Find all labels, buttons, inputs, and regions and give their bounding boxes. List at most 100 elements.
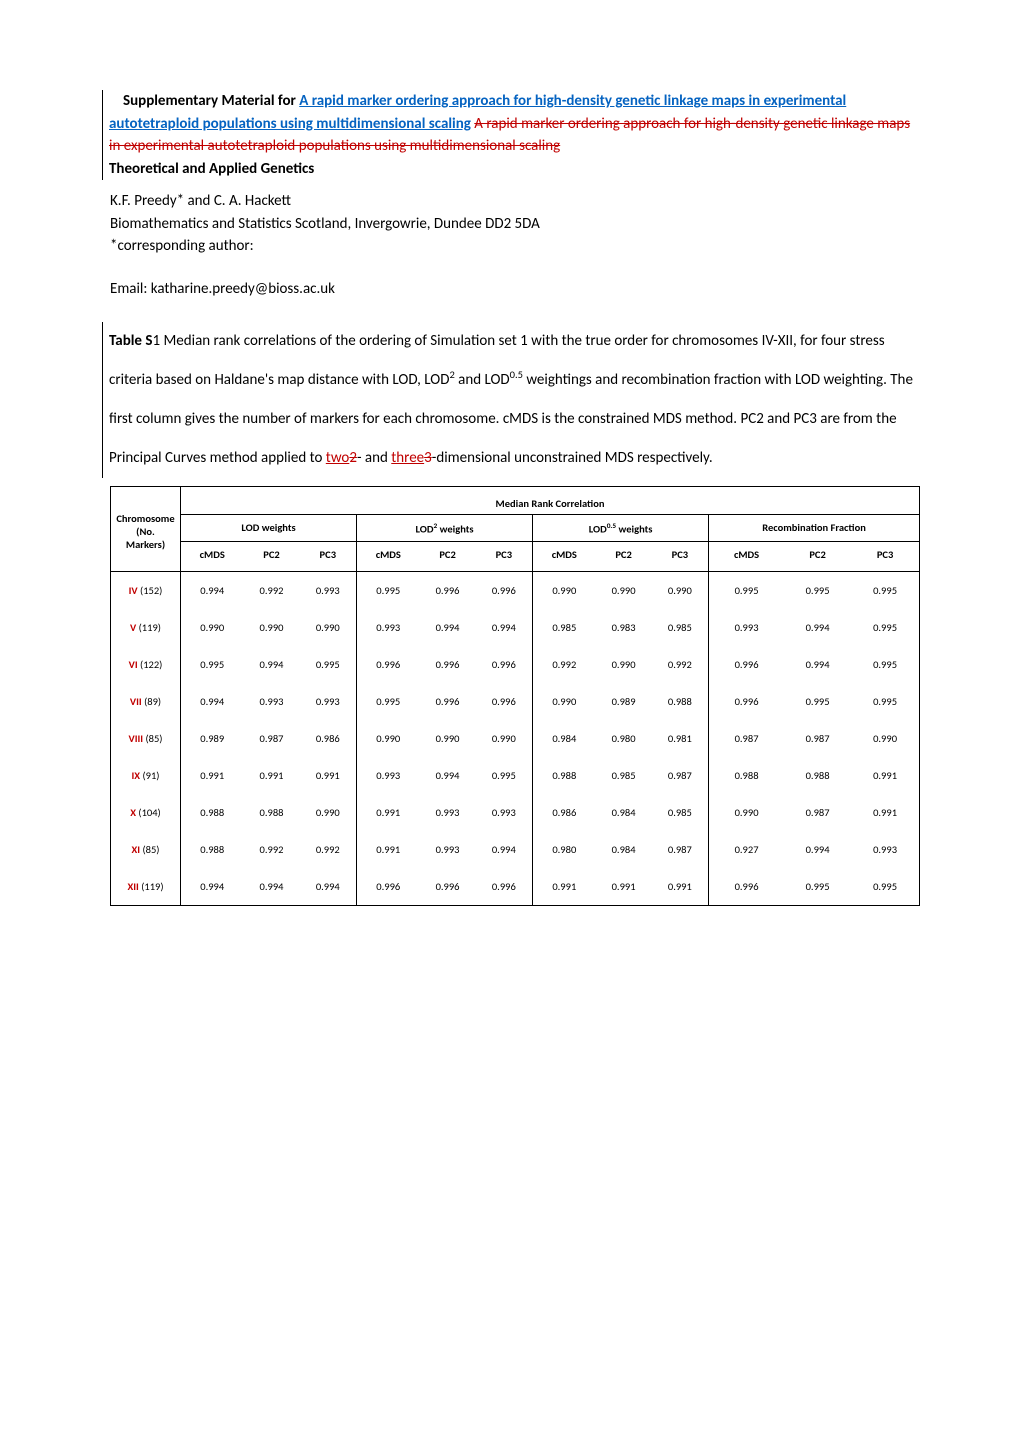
value-cell: 0.985 — [533, 609, 596, 646]
value-cell: 0.990 — [652, 572, 709, 610]
subcol-cmds: cMDS — [357, 542, 420, 572]
value-cell: 0.996 — [709, 683, 784, 720]
value-cell: 0.990 — [596, 646, 652, 683]
chromosome-label: XI (85) — [111, 831, 181, 868]
value-cell: 0.980 — [533, 831, 596, 868]
value-cell: 0.995 — [784, 572, 851, 610]
value-cell: 0.993 — [357, 757, 420, 794]
author-names: K.F. Preedy* and C. A. Hackett — [110, 190, 920, 213]
value-cell: 0.991 — [851, 794, 919, 831]
value-cell: 0.995 — [851, 646, 919, 683]
value-cell: 0.984 — [596, 831, 652, 868]
value-cell: 0.992 — [243, 831, 299, 868]
chromosome-label: X (104) — [111, 794, 181, 831]
value-cell: 0.995 — [851, 572, 919, 610]
title-prefix: Supplementary Material for — [123, 92, 299, 110]
caption-num: 1 — [152, 332, 160, 350]
table-row: XII (119)0.9940.9940.9940.9960.9960.9960… — [111, 868, 920, 906]
value-cell: 0.985 — [652, 794, 709, 831]
journal-name: Theoretical and Applied Genetics — [109, 160, 314, 178]
value-cell: 0.992 — [533, 646, 596, 683]
value-cell: 0.993 — [357, 609, 420, 646]
table-row: IX (91)0.9910.9910.9910.9930.9940.9950.9… — [111, 757, 920, 794]
value-cell: 0.994 — [420, 609, 476, 646]
value-cell: 0.990 — [851, 720, 919, 757]
value-cell: 0.991 — [181, 757, 244, 794]
table-row: VI (122)0.9950.9940.9950.9960.9960.9960.… — [111, 646, 920, 683]
value-cell: 0.990 — [300, 609, 357, 646]
value-cell: 0.992 — [652, 646, 709, 683]
chromosome-label: IV (152) — [111, 572, 181, 610]
group-lod05: LOD0.5 weights — [533, 514, 709, 542]
subcol-pc2: PC2 — [784, 542, 851, 572]
table-row: VIII (85)0.9890.9870.9860.9900.9900.9900… — [111, 720, 920, 757]
value-cell: 0.987 — [709, 720, 784, 757]
value-cell: 0.986 — [533, 794, 596, 831]
value-cell: 0.996 — [357, 868, 420, 906]
value-cell: 0.986 — [300, 720, 357, 757]
value-cell: 0.984 — [596, 794, 652, 831]
value-cell: 0.996 — [709, 646, 784, 683]
chromosome-label: VI (122) — [111, 646, 181, 683]
value-cell: 0.993 — [476, 794, 533, 831]
value-cell: 0.995 — [476, 757, 533, 794]
corresponding-note: *corresponding author: — [110, 235, 920, 258]
value-cell: 0.995 — [181, 646, 244, 683]
table-caption: Table S1 Median rank correlations of the… — [109, 322, 920, 478]
value-cell: 0.990 — [533, 683, 596, 720]
value-cell: 0.994 — [420, 757, 476, 794]
value-cell: 0.985 — [596, 757, 652, 794]
value-cell: 0.984 — [533, 720, 596, 757]
value-cell: 0.994 — [476, 609, 533, 646]
subcol-pc3: PC3 — [851, 542, 919, 572]
value-cell: 0.994 — [784, 609, 851, 646]
value-cell: 0.988 — [181, 831, 244, 868]
value-cell: 0.985 — [652, 609, 709, 646]
chromosome-label: VII (89) — [111, 683, 181, 720]
value-cell: 0.983 — [596, 609, 652, 646]
chromosome-label: VIII (85) — [111, 720, 181, 757]
value-cell: 0.993 — [851, 831, 919, 868]
value-cell: 0.990 — [357, 720, 420, 757]
value-cell: 0.995 — [357, 572, 420, 610]
subcol-cmds: cMDS — [181, 542, 244, 572]
caption-insert-three: three — [391, 449, 424, 467]
value-cell: 0.993 — [709, 609, 784, 646]
value-cell: 0.987 — [652, 831, 709, 868]
value-cell: 0.991 — [243, 757, 299, 794]
value-cell: 0.996 — [357, 646, 420, 683]
subcol-pc2: PC2 — [420, 542, 476, 572]
value-cell: 0.993 — [300, 683, 357, 720]
value-cell: 0.991 — [533, 868, 596, 906]
table-row: XI (85)0.9880.9920.9920.9910.9930.9940.9… — [111, 831, 920, 868]
group-lod: LOD weights — [181, 514, 357, 542]
value-cell: 0.989 — [596, 683, 652, 720]
value-cell: 0.988 — [652, 683, 709, 720]
correlation-table: Chromosome (No. Markers) Median Rank Cor… — [110, 486, 920, 907]
subcol-cmds: cMDS — [709, 542, 784, 572]
value-cell: 0.991 — [596, 868, 652, 906]
value-cell: 0.993 — [300, 572, 357, 610]
value-cell: 0.927 — [709, 831, 784, 868]
subcol-pc2: PC2 — [596, 542, 652, 572]
value-cell: 0.996 — [476, 868, 533, 906]
caption-insert-two: two — [326, 449, 350, 467]
value-cell: 0.980 — [596, 720, 652, 757]
chromosome-label: IX (91) — [111, 757, 181, 794]
value-cell: 0.990 — [596, 572, 652, 610]
value-cell: 0.987 — [652, 757, 709, 794]
caption-del-3: 3 — [424, 449, 432, 467]
value-cell: 0.991 — [851, 757, 919, 794]
value-cell: 0.995 — [709, 572, 784, 610]
value-cell: 0.995 — [357, 683, 420, 720]
value-cell: 0.990 — [300, 794, 357, 831]
caption-mid: - and — [357, 449, 391, 467]
value-cell: 0.991 — [357, 831, 420, 868]
value-cell: 0.992 — [300, 831, 357, 868]
value-cell: 0.995 — [851, 683, 919, 720]
group-lod2: LOD2 weights — [357, 514, 533, 542]
value-cell: 0.996 — [476, 572, 533, 610]
value-cell: 0.994 — [243, 868, 299, 906]
value-cell: 0.987 — [243, 720, 299, 757]
value-cell: 0.987 — [784, 720, 851, 757]
